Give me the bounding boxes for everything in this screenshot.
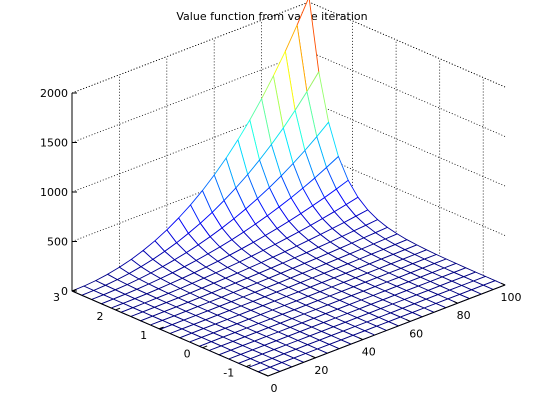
y-tick-mark	[115, 307, 121, 311]
x-axis-line	[267, 284, 506, 377]
y-tick-mark	[246, 364, 251, 368]
y-axis-line	[71, 290, 269, 377]
y-tick-label: 2	[97, 310, 104, 323]
x-tick-mark	[453, 300, 458, 304]
x-tick-mark	[311, 355, 316, 359]
y-tick-label: 1	[140, 329, 147, 342]
grid-line	[71, 51, 310, 143]
x-tick-mark	[405, 319, 411, 322]
z-axis-ticks: 0 500 1000 1500 2000	[40, 87, 77, 298]
y-tick-label: -1	[223, 367, 234, 380]
grid-line	[71, 1, 310, 94]
x-tick-mark	[263, 373, 269, 377]
z-tick-label: 2000	[40, 87, 68, 100]
z-tick-label: 1500	[40, 137, 68, 150]
x-axis-ticks: 0 20 40 60 80 100	[263, 282, 522, 395]
x-tick-mark	[358, 337, 364, 341]
x-tick-mark	[500, 282, 506, 286]
x-tick-label: 100	[501, 291, 522, 304]
chart-title: Value function from value iteration	[176, 10, 367, 23]
z-tick-label: 500	[47, 236, 68, 249]
y-tick-mark	[71, 288, 77, 292]
surface-mesh	[71, 0, 506, 377]
x-tick-label: 20	[314, 364, 328, 377]
y-tick-mark	[202, 345, 208, 349]
y-tick-label: 0	[184, 348, 191, 361]
grid-line	[71, 150, 310, 242]
z-tick-label: 0	[61, 285, 68, 298]
y-tick-mark	[158, 326, 164, 330]
y-tick-label: 3	[53, 291, 60, 304]
grid-line	[308, 51, 506, 137]
x-tick-label: 60	[409, 327, 423, 340]
x-tick-label: 0	[271, 382, 278, 395]
grid-line	[71, 100, 310, 193]
x-tick-label: 40	[362, 346, 376, 359]
x-tick-label: 80	[457, 309, 471, 322]
y-axis-ticks: -1 0 1 2 3	[53, 288, 251, 380]
z-tick-label: 1000	[40, 186, 68, 199]
